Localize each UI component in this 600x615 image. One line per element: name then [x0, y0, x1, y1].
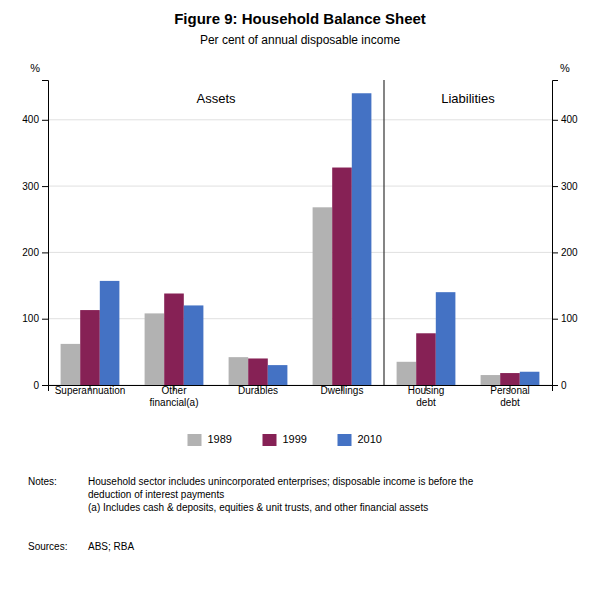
y2-tick: 400 [552, 114, 578, 125]
bar [268, 365, 288, 385]
y2-axis-label: % [560, 62, 570, 74]
y2-tick-label: 0 [561, 380, 567, 391]
y2-tick-label: 200 [561, 247, 578, 258]
legend-swatch [263, 434, 277, 446]
x-tick-label: Superannuation [55, 385, 126, 396]
x-tick: Superannuation [55, 385, 126, 396]
y2-tick-mark [552, 252, 558, 253]
y-tick-label: 200 [22, 247, 39, 258]
x-tick: Personaldebt [490, 385, 529, 408]
y2-tick-mark [552, 319, 558, 320]
y2-tick: 100 [552, 313, 578, 324]
y-tick: 400 [22, 114, 48, 125]
x-axis: Superannuation Otherfinancial(a) Durables D… [49, 385, 553, 408]
y-axis-label: % [30, 62, 40, 74]
grid-line [48, 252, 552, 253]
y-tick-mark [42, 120, 48, 121]
sources-label: Sources: [28, 541, 67, 552]
bar [184, 305, 204, 385]
grid-line [48, 119, 552, 120]
bar [416, 333, 436, 385]
bar [61, 344, 81, 385]
title: Figure 9: Household Balance Sheet [174, 10, 426, 27]
y-tick-mark [42, 385, 48, 386]
y-tick-mark [42, 319, 48, 320]
chart: Figure 9: Household Balance Sheet Per cen… [0, 0, 600, 615]
bar [164, 294, 184, 386]
notes-label: Notes: [28, 476, 57, 487]
bar [500, 373, 520, 385]
legend-label: 2010 [358, 433, 382, 445]
bar [313, 207, 333, 385]
sources: ABS; RBA [88, 541, 134, 552]
divider [383, 80, 384, 385]
y-tick: 200 [22, 247, 48, 258]
bar-series [80, 168, 520, 385]
y2-tick: 0 [552, 380, 567, 391]
bar-series [100, 93, 540, 385]
bar [100, 281, 120, 385]
x-tick-label: Dwellings [321, 385, 364, 396]
grid [48, 120, 552, 385]
notes: Household sector includes unincorporated… [88, 476, 474, 513]
x-tick-label: Personaldebt [490, 385, 529, 408]
bar [80, 310, 100, 385]
legend-swatch [338, 434, 352, 446]
y-axis-line [42, 81, 49, 386]
y-tick-label: 400 [22, 114, 39, 125]
x-tick: Housingdebt [408, 385, 445, 408]
y-axis: 0 100 200 300 400 [22, 81, 48, 391]
y-tick: 300 [22, 181, 48, 192]
bar [436, 292, 456, 385]
y-tick-mark [42, 186, 48, 187]
bar [145, 313, 165, 385]
bar [332, 168, 352, 385]
bar [520, 372, 540, 385]
x-tick-label: Otherfinancial(a) [150, 385, 199, 408]
bar [248, 358, 268, 385]
x-tick-label: Housingdebt [408, 385, 445, 408]
annotation: Liabilities [441, 91, 495, 106]
y-tick-label: 300 [22, 181, 39, 192]
x-tick: Durables [238, 385, 278, 396]
y-tick: 100 [22, 313, 48, 324]
y-tick-label: 0 [33, 380, 39, 391]
grid-line [48, 318, 552, 319]
legend-swatch [188, 434, 202, 446]
x-tick: Otherfinancial(a) [150, 385, 199, 408]
y2-tick-mark [552, 186, 558, 187]
grid-line [48, 186, 552, 187]
y2-tick: 200 [552, 247, 578, 258]
bar [229, 357, 249, 385]
legend-label: 1999 [283, 433, 307, 445]
annotation: Assets [196, 91, 236, 106]
bar-series [61, 207, 501, 385]
y2-tick-mark [552, 120, 558, 121]
x-tick: Dwellings [321, 385, 364, 396]
bar [352, 93, 372, 385]
y2-tick-label: 100 [561, 313, 578, 324]
bars [61, 93, 540, 385]
bar [397, 362, 417, 385]
bar [481, 375, 501, 385]
y2-tick-label: 300 [561, 181, 578, 192]
subtitle: Per cent of annual disposable income [200, 33, 400, 47]
y2-axis: 0 100 200 300 400 [552, 81, 578, 391]
legend-label: 1989 [208, 433, 232, 445]
y-tick-mark [42, 252, 48, 253]
y-tick-label: 100 [22, 313, 39, 324]
y2-tick-label: 400 [561, 114, 578, 125]
y2-axis-line [553, 81, 559, 386]
x-tick-label: Durables [238, 385, 278, 396]
y-tick: 0 [33, 380, 48, 391]
legend: 1989 1999 2010 [188, 433, 382, 446]
y2-tick: 300 [552, 181, 578, 192]
